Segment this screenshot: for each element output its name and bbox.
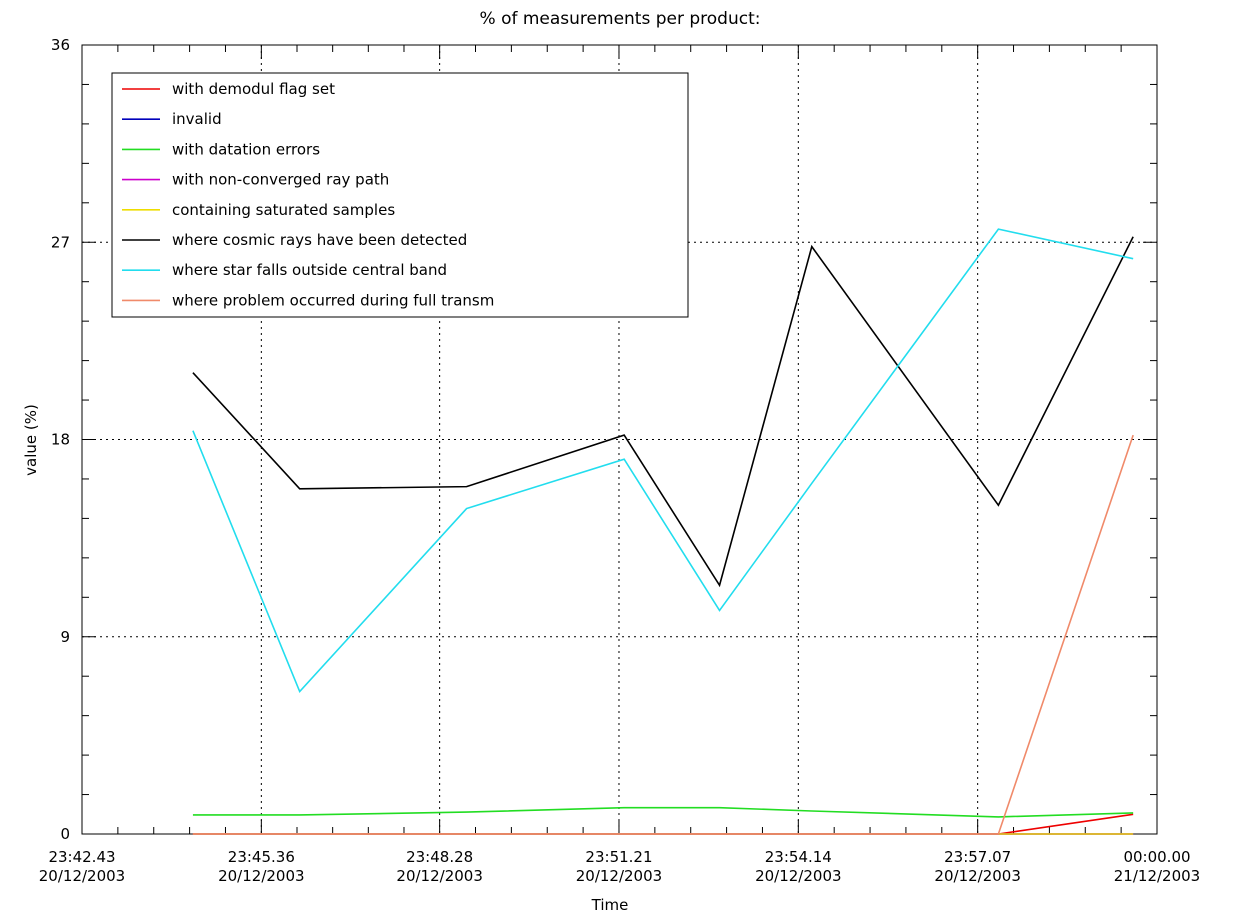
series-line <box>192 236 1134 588</box>
y-tick-label: 9 <box>60 628 70 646</box>
y-tick-label: 0 <box>60 825 70 843</box>
y-tick-label: 27 <box>51 233 70 251</box>
x-tick-label: 23:45.36 20/12/2003 <box>218 848 304 885</box>
x-tick-label: 23:48.28 20/12/2003 <box>396 848 482 885</box>
legend-label: where problem occurred during full trans… <box>172 291 494 309</box>
series-line <box>192 806 1134 818</box>
legend-box <box>111 72 689 318</box>
series-line <box>192 434 1134 835</box>
x-tick-label: 00:00.00 21/12/2003 <box>1114 848 1200 885</box>
legend-label: invalid <box>172 110 222 128</box>
y-tick-label: 18 <box>51 431 70 449</box>
x-axis-label: Time <box>591 896 629 914</box>
chart-title: % of measurements per product: <box>480 9 761 29</box>
x-tick-label: 23:42.43 20/12/2003 <box>39 848 125 885</box>
y-tick-label: 36 <box>51 36 70 54</box>
legend-label: with non-converged ray path <box>172 171 389 189</box>
series-line <box>192 228 1134 694</box>
legend-label: where cosmic rays have been detected <box>172 231 467 249</box>
legend-label: with datation errors <box>172 140 320 158</box>
legend-label: with demodul flag set <box>172 80 335 98</box>
legend-label: containing saturated samples <box>172 201 395 219</box>
x-tick-label: 23:51.21 20/12/2003 <box>576 848 662 885</box>
legend: with demodul flag set invalid with datatio… <box>111 72 689 318</box>
y-axis-label: value (%) <box>22 404 40 476</box>
x-tick-label: 23:57.07 20/12/2003 <box>934 848 1020 885</box>
legend-label: where star falls outside central band <box>172 261 447 279</box>
x-tick-label: 23:54.14 20/12/2003 <box>755 848 841 885</box>
